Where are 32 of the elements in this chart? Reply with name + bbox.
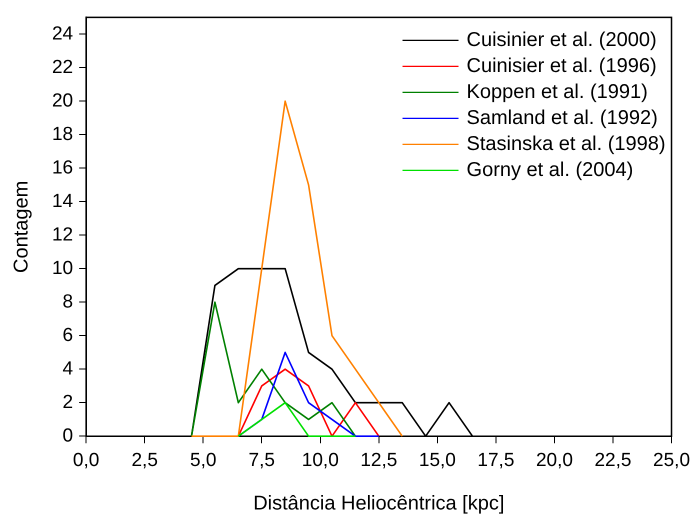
x-tick-label: 12,5 — [360, 450, 398, 471]
x-tick-label: 15,0 — [418, 450, 456, 471]
x-tick-label: 22,5 — [594, 450, 632, 471]
y-tick-label: 24 — [52, 23, 74, 44]
x-tick-label: 25,0 — [653, 450, 690, 471]
y-tick-label: 4 — [62, 358, 74, 380]
y-tick-label: 0 — [62, 425, 74, 446]
legend-label: Cuinisier et al. (1996) — [466, 54, 657, 77]
legend-label: Gorny et al. (2004) — [466, 158, 634, 181]
y-tick-label: 14 — [52, 190, 74, 212]
y-tick-label: 16 — [52, 157, 74, 178]
x-tick-label: 20,0 — [536, 450, 573, 471]
legend-label: Cuisinier et al. (2000) — [466, 28, 657, 51]
x-tick-label: 0,0 — [72, 450, 100, 471]
y-tick-label: 10 — [52, 258, 74, 279]
x-tick-label: 5,0 — [190, 450, 216, 471]
legend-label: Koppen et al. (1991) — [466, 80, 648, 103]
legend-label: Samland et al. (1992) — [466, 106, 658, 129]
x-tick-label: 17,5 — [477, 450, 514, 471]
y-tick-label: 8 — [62, 291, 74, 312]
y-tick-label: 18 — [52, 124, 74, 145]
x-tick-label: 7,5 — [248, 450, 275, 471]
y-tick-label: 6 — [62, 324, 74, 346]
legend-label: Stasinska et al. (1998) — [466, 132, 666, 155]
y-tick-label: 22 — [52, 56, 74, 78]
y-tick-label: 12 — [52, 224, 74, 246]
x-axis-title: Distância Heliocêntrica [kpc] — [253, 492, 504, 515]
x-tick-label: 2,5 — [131, 450, 158, 471]
y-axis-title: Contagem — [10, 180, 33, 273]
y-tick-label: 20 — [52, 90, 74, 112]
x-tick-label: 10,0 — [302, 450, 339, 471]
y-tick-label: 2 — [62, 392, 74, 413]
